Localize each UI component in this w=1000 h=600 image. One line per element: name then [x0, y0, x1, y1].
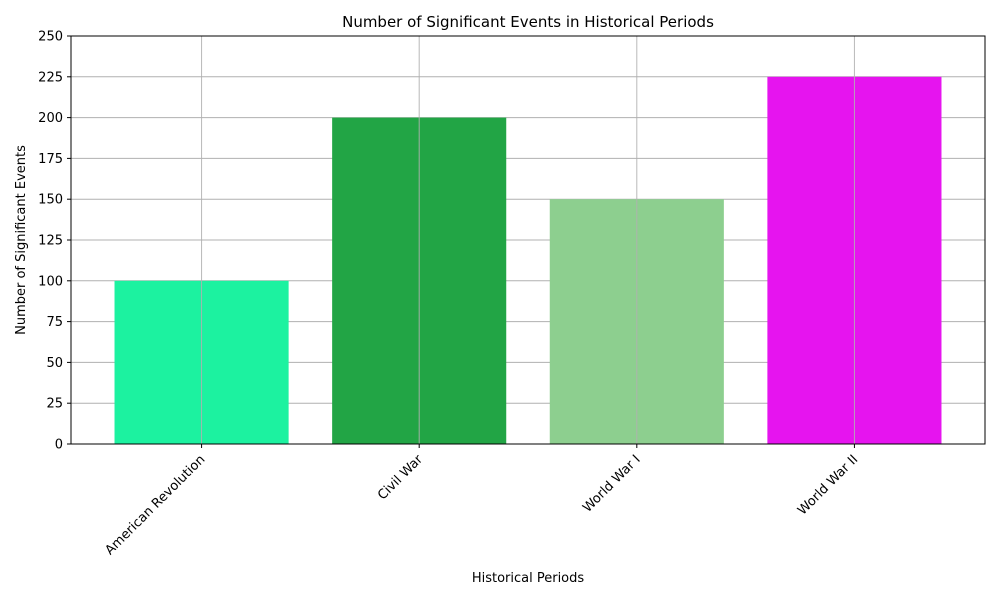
chart-title: Number of Significant Events in Historic… — [342, 13, 714, 31]
bars — [114, 76, 942, 445]
y-ticks: 0 25 50 75 100 125 150 175 200 225 250 — [38, 30, 71, 453]
x-grid — [201, 36, 855, 444]
y-tick-label: 0 — [55, 438, 63, 453]
y-tick-label: 250 — [38, 30, 63, 45]
y-tick-label: 225 — [38, 70, 63, 85]
y-axis-label: Number of Significant Events — [14, 145, 29, 335]
y-tick-label: 200 — [38, 111, 63, 126]
x-tick-label: World War II — [795, 452, 861, 518]
y-tick-label: 75 — [46, 315, 63, 330]
y-tick-label: 50 — [46, 356, 63, 371]
x-tick-label: Civil War — [375, 452, 426, 503]
x-tick-label: World War I — [580, 452, 643, 515]
y-tick-label: 100 — [38, 274, 63, 289]
y-tick-label: 25 — [46, 397, 63, 412]
x-ticks: American Revolution Civil War World War I W… — [102, 444, 861, 558]
x-tick-label: American Revolution — [102, 452, 208, 558]
y-tick-label: 175 — [38, 152, 63, 167]
y-tick-label: 150 — [38, 193, 63, 208]
y-tick-label: 125 — [38, 234, 63, 249]
x-axis-label: Historical Periods — [472, 571, 585, 586]
